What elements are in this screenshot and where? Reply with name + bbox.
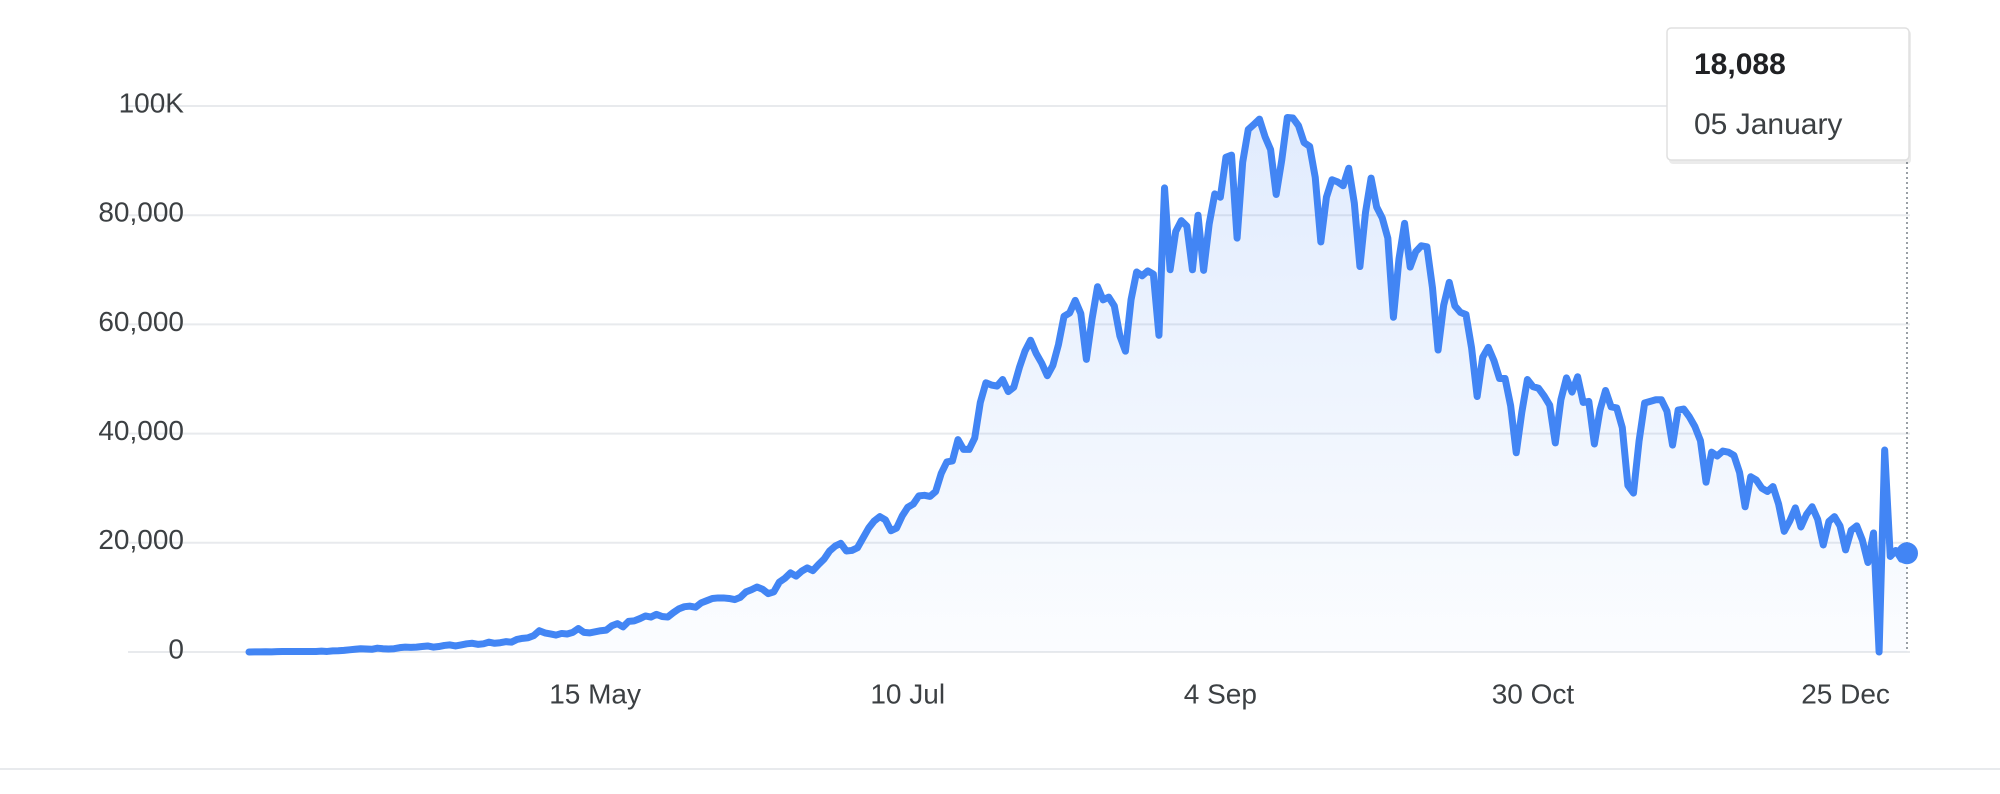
y-tick-label: 0 xyxy=(168,633,184,664)
line xyxy=(245,113,1911,656)
y-tick-label: 20,000 xyxy=(98,524,184,555)
hover-point xyxy=(1896,542,1918,565)
x-tick-label: 4 Sep xyxy=(1184,678,1257,709)
x-axis: 15 May 10 Jul 4 Sep 30 Oct 25 Dec xyxy=(549,678,1890,709)
y-tick-label: 60,000 xyxy=(98,306,184,337)
area xyxy=(249,117,1907,653)
tooltip: 18,088 05 January xyxy=(1666,27,1918,652)
x-tick-label: 25 Dec xyxy=(1801,678,1890,709)
plot-area xyxy=(245,113,1911,656)
x-tick-label: 30 Oct xyxy=(1492,678,1575,709)
y-tick-label: 40,000 xyxy=(98,415,184,446)
y-tick-label: 100K xyxy=(119,87,185,118)
tooltip-box xyxy=(1666,27,1910,161)
x-tick-label: 10 Jul xyxy=(870,678,945,709)
y-tick-label: 80,000 xyxy=(98,197,184,228)
x-tick-label: 15 May xyxy=(549,678,641,709)
tooltip-date: 05 January xyxy=(1694,108,1842,141)
tooltip-value: 18,088 xyxy=(1694,48,1786,81)
